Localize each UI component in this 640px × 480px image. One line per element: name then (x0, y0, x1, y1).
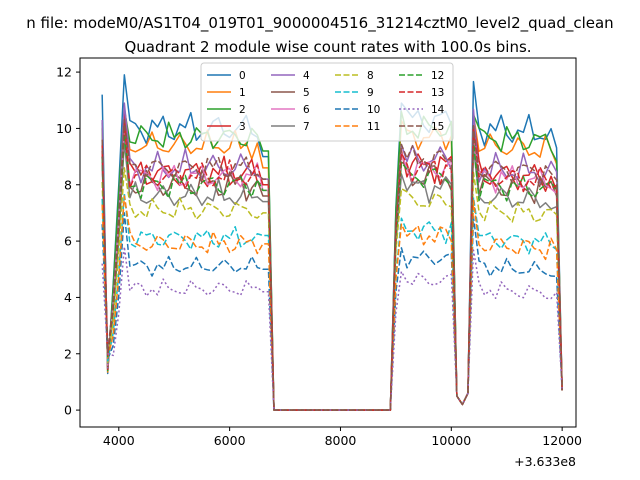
legend-label: 12 (431, 70, 444, 82)
series-layer (101, 74, 563, 411)
legend-label: 1 (239, 87, 246, 99)
legend-label: 15 (431, 121, 444, 133)
legend-label: 6 (303, 104, 310, 116)
legend-box (200, 62, 454, 142)
legend-entry-5: 5 (271, 87, 310, 99)
legend-entry-2: 2 (207, 104, 246, 116)
legend-entry-8: 8 (335, 70, 374, 82)
legend-entry-3: 3 (207, 121, 246, 133)
legend-entry-11: 11 (335, 121, 380, 133)
legend-entry-4: 4 (271, 70, 310, 82)
y-tick-label: 10 (56, 121, 72, 136)
legend-entry-10: 10 (335, 104, 380, 116)
y-tick-label: 12 (56, 65, 72, 80)
y-tick-label: 8 (64, 177, 72, 192)
y-tick-label: 6 (64, 234, 72, 249)
legend-entry-0: 0 (207, 70, 246, 82)
series-line-11 (101, 195, 563, 411)
x-tick-label: 6000 (214, 433, 246, 448)
legend-label: 8 (367, 70, 374, 82)
legend-entry-6: 6 (271, 104, 310, 116)
y-tick-label: 2 (64, 346, 72, 361)
x-tick-label: 12000 (542, 433, 582, 448)
legend-entry-15: 15 (399, 121, 444, 133)
legend-label: 9 (367, 87, 374, 99)
legend-label: 3 (239, 121, 246, 133)
legend-entry-14: 14 (399, 104, 445, 116)
legend-entry-12: 12 (399, 70, 444, 82)
legend-label: 7 (303, 121, 310, 133)
legend-label: 0 (239, 70, 246, 82)
chart-title: Quadrant 2 module wise count rates with … (124, 38, 531, 56)
y-axis: 0 2 4 6 8 10 12 (56, 65, 80, 418)
legend-entry-1: 1 (207, 87, 246, 99)
plot-frame (79, 57, 577, 428)
legend-label: 10 (367, 104, 380, 116)
series-line-15 (101, 119, 563, 411)
y-tick-label: 0 (64, 403, 72, 418)
series-line-9 (101, 192, 563, 411)
legend-label: 13 (431, 87, 444, 99)
legend-label: 2 (239, 104, 246, 116)
legend-label: 11 (367, 121, 380, 133)
x-tick-label: 10000 (431, 433, 471, 448)
legend-label: 5 (303, 87, 310, 99)
series-line-8 (101, 167, 563, 411)
legend-entry-9: 9 (335, 87, 374, 99)
legend-entry-7: 7 (271, 121, 310, 133)
y-tick-label: 4 (64, 290, 72, 305)
x-axis: 4000 6000 8000 10000 12000 (103, 427, 582, 448)
legend-entry-13: 13 (399, 87, 444, 99)
x-tick-label: 4000 (103, 433, 135, 448)
x-offset-label: +3.633e8 (514, 454, 576, 469)
legend-label: 4 (303, 70, 310, 82)
x-tick-label: 8000 (325, 433, 357, 448)
figure-suptitle: n file: modeM0/AS1T04_019T01_9000004516_… (26, 14, 613, 33)
legend-label: 14 (431, 104, 445, 116)
